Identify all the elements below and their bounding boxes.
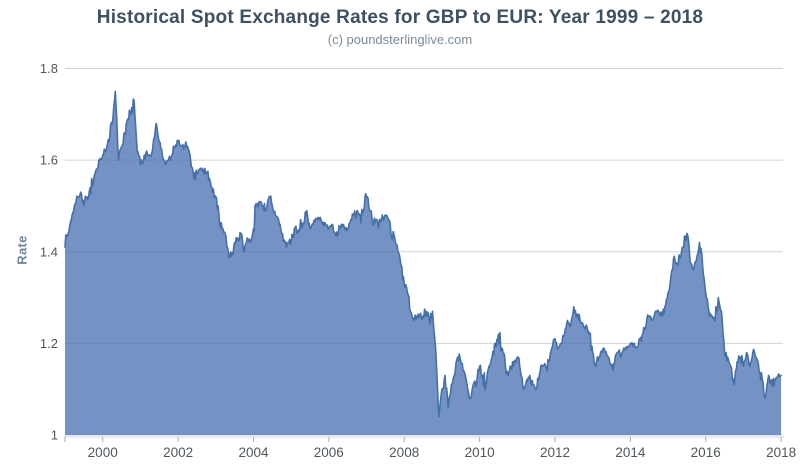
x-tick-label: 2000 bbox=[88, 445, 118, 460]
x-tick-label: 2006 bbox=[314, 445, 344, 460]
y-tick-label: 1 bbox=[51, 428, 58, 443]
x-tick-label: 2014 bbox=[615, 445, 646, 460]
chart-subtitle: (c) poundsterlinglive.com bbox=[327, 32, 473, 47]
x-tick-label: 2002 bbox=[163, 445, 193, 460]
y-tick-label: 1.8 bbox=[40, 61, 58, 76]
y-tick-label: 1.6 bbox=[40, 153, 58, 168]
x-tick-label: 2010 bbox=[465, 445, 495, 460]
x-tick-label: 2018 bbox=[766, 445, 796, 460]
y-tick-label: 1.4 bbox=[40, 244, 58, 259]
x-tick-label: 2016 bbox=[691, 445, 721, 460]
x-tick-label: 2008 bbox=[389, 445, 419, 460]
y-tick-label: 1.2 bbox=[40, 336, 58, 351]
rate-line bbox=[64, 90, 782, 418]
x-tick-label: 2012 bbox=[540, 445, 570, 460]
chart-title: Historical Spot Exchange Rates for GBP t… bbox=[96, 7, 704, 28]
x-tick-label: 2004 bbox=[238, 445, 269, 460]
rate-area-fill bbox=[65, 91, 782, 436]
